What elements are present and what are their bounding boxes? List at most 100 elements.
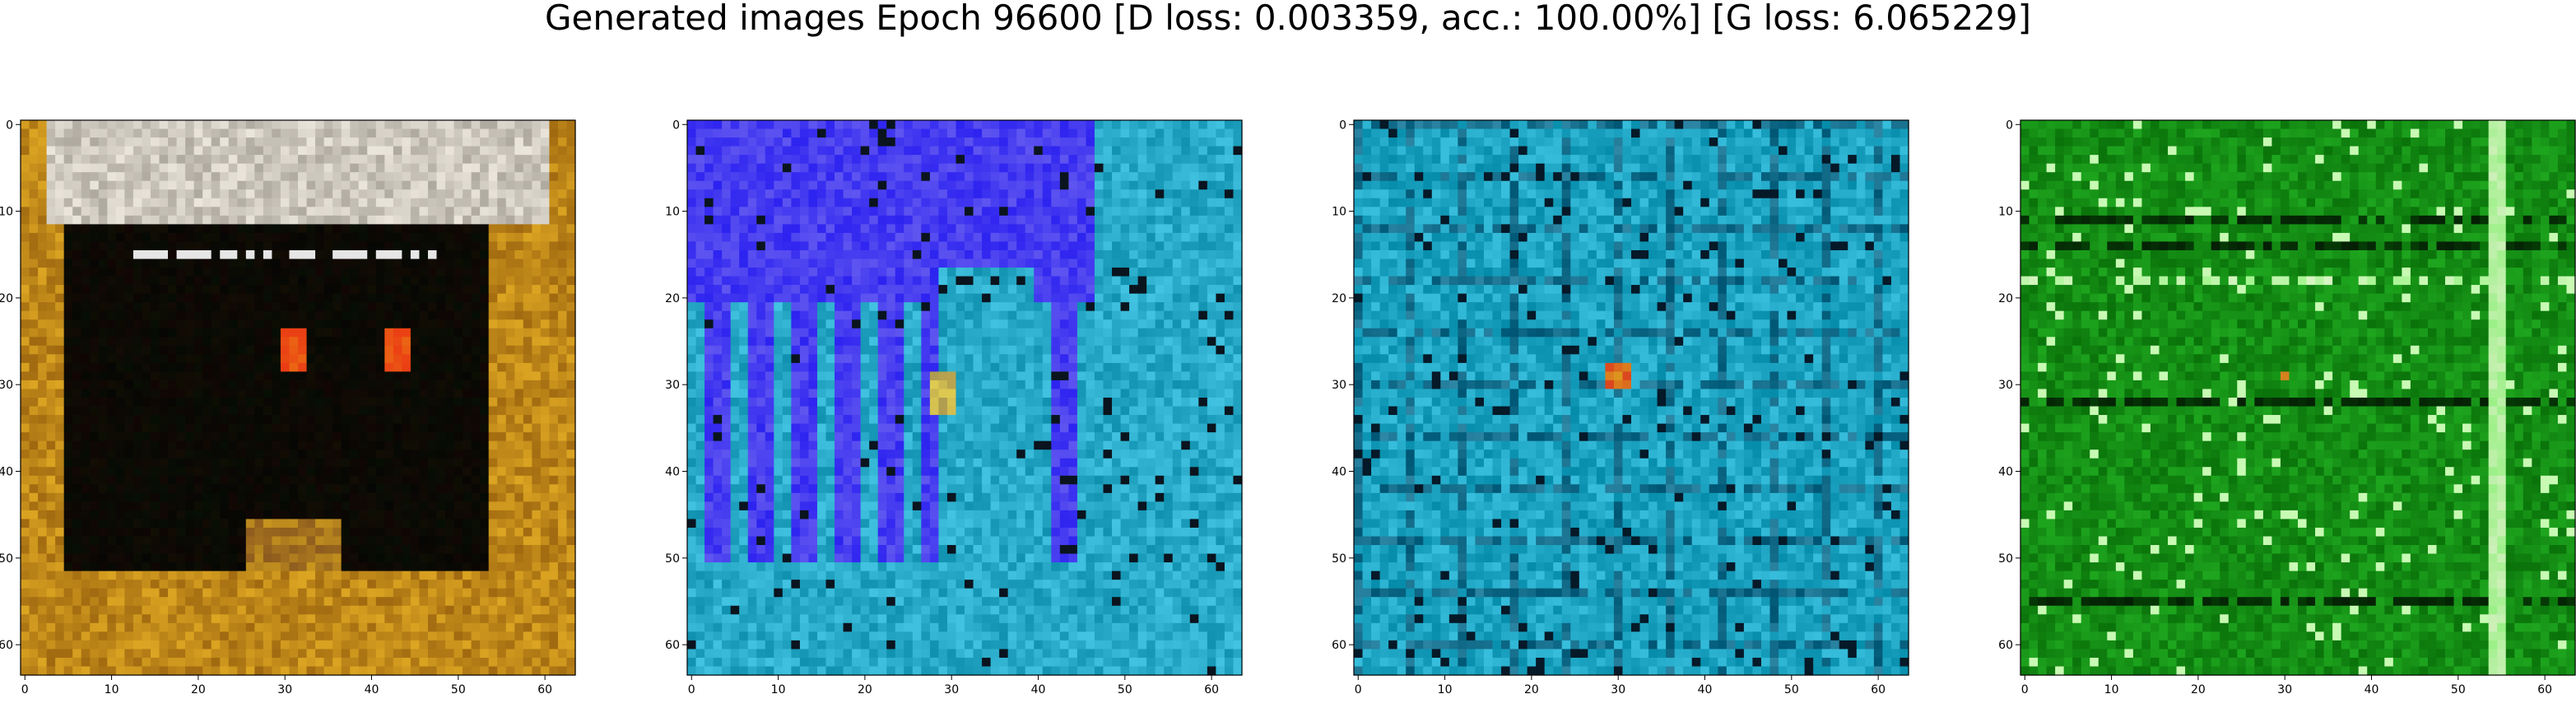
pixel (194, 259, 203, 268)
pixel (532, 614, 541, 623)
pixel (289, 476, 298, 485)
pixel (298, 459, 307, 468)
pixel (220, 277, 229, 286)
pixel (704, 216, 714, 225)
pixel (116, 589, 125, 598)
pixel (826, 207, 835, 216)
pixel (212, 147, 221, 156)
pixel (21, 398, 30, 407)
pixel (133, 207, 142, 216)
pixel (1086, 137, 1095, 147)
pixel (212, 241, 221, 250)
pixel (376, 501, 385, 510)
pixel (532, 528, 541, 537)
pixel (21, 363, 30, 372)
pixel (982, 207, 991, 216)
pixel (202, 597, 212, 606)
pixel (142, 398, 151, 407)
pixel (1198, 224, 1207, 233)
pixel (64, 510, 73, 519)
pixel (332, 328, 342, 338)
pixel (202, 501, 212, 510)
pixel (687, 129, 696, 138)
pixel (324, 537, 333, 546)
pixel (237, 216, 246, 225)
pixel (289, 640, 298, 650)
pixel (81, 354, 91, 363)
pixel (246, 389, 255, 398)
pixel (289, 528, 298, 537)
pixel (116, 441, 125, 450)
pixel (1173, 164, 1182, 173)
pixel (47, 545, 56, 554)
pixel (47, 432, 56, 441)
pixel (194, 294, 203, 303)
pixel (350, 449, 359, 459)
pixel (168, 571, 177, 580)
pixel (324, 571, 333, 580)
pixel (1198, 155, 1207, 164)
pixel (411, 415, 420, 424)
pixel (1173, 155, 1182, 164)
pixel (454, 649, 463, 658)
pixel (472, 189, 481, 198)
pixel (116, 181, 125, 190)
pixel (402, 155, 411, 164)
pixel (480, 147, 489, 156)
pixel (445, 589, 454, 598)
pixel (748, 120, 757, 129)
pixel (47, 285, 56, 294)
pixel (298, 129, 307, 138)
pixel (107, 259, 116, 268)
pixel (376, 380, 385, 389)
pixel (913, 155, 922, 164)
pixel (30, 233, 39, 242)
pixel (55, 545, 64, 554)
pixel (342, 311, 351, 320)
pixel (419, 510, 428, 519)
x-tick-label: 10 (105, 683, 119, 696)
pixel (315, 233, 324, 242)
pixel (254, 198, 263, 207)
pixel (428, 354, 437, 363)
pixel (289, 459, 298, 468)
pixel (177, 554, 186, 563)
pixel (81, 528, 91, 537)
pixel (367, 137, 376, 147)
pixel (307, 302, 316, 311)
pixel (281, 501, 290, 510)
pixel (454, 589, 463, 598)
pixel (324, 363, 333, 372)
pixel (194, 415, 203, 424)
pixel (913, 172, 922, 181)
pixel (1146, 198, 1155, 207)
pixel (878, 198, 887, 207)
pixel (852, 129, 861, 138)
pixel (151, 640, 160, 650)
pixel (107, 510, 116, 519)
pixel (220, 449, 229, 459)
pixel (765, 189, 774, 198)
pixel (342, 415, 351, 424)
pixel (861, 233, 870, 242)
pixel (1104, 181, 1113, 190)
pixel (81, 207, 91, 216)
pixel (342, 233, 351, 242)
pixel (514, 415, 523, 424)
pixel (229, 250, 238, 259)
pixel (237, 407, 246, 416)
pixel (419, 354, 428, 363)
pixel (817, 155, 826, 164)
pixel (237, 328, 246, 338)
pixel (254, 580, 263, 589)
pixel (72, 172, 81, 181)
pixel (55, 631, 64, 640)
pixel (324, 137, 333, 147)
pixel (566, 137, 575, 147)
pixel (263, 606, 272, 615)
pixel (116, 363, 125, 372)
pixel (886, 120, 895, 129)
pixel (298, 259, 307, 268)
pixel (307, 571, 316, 580)
pixel (350, 432, 359, 441)
